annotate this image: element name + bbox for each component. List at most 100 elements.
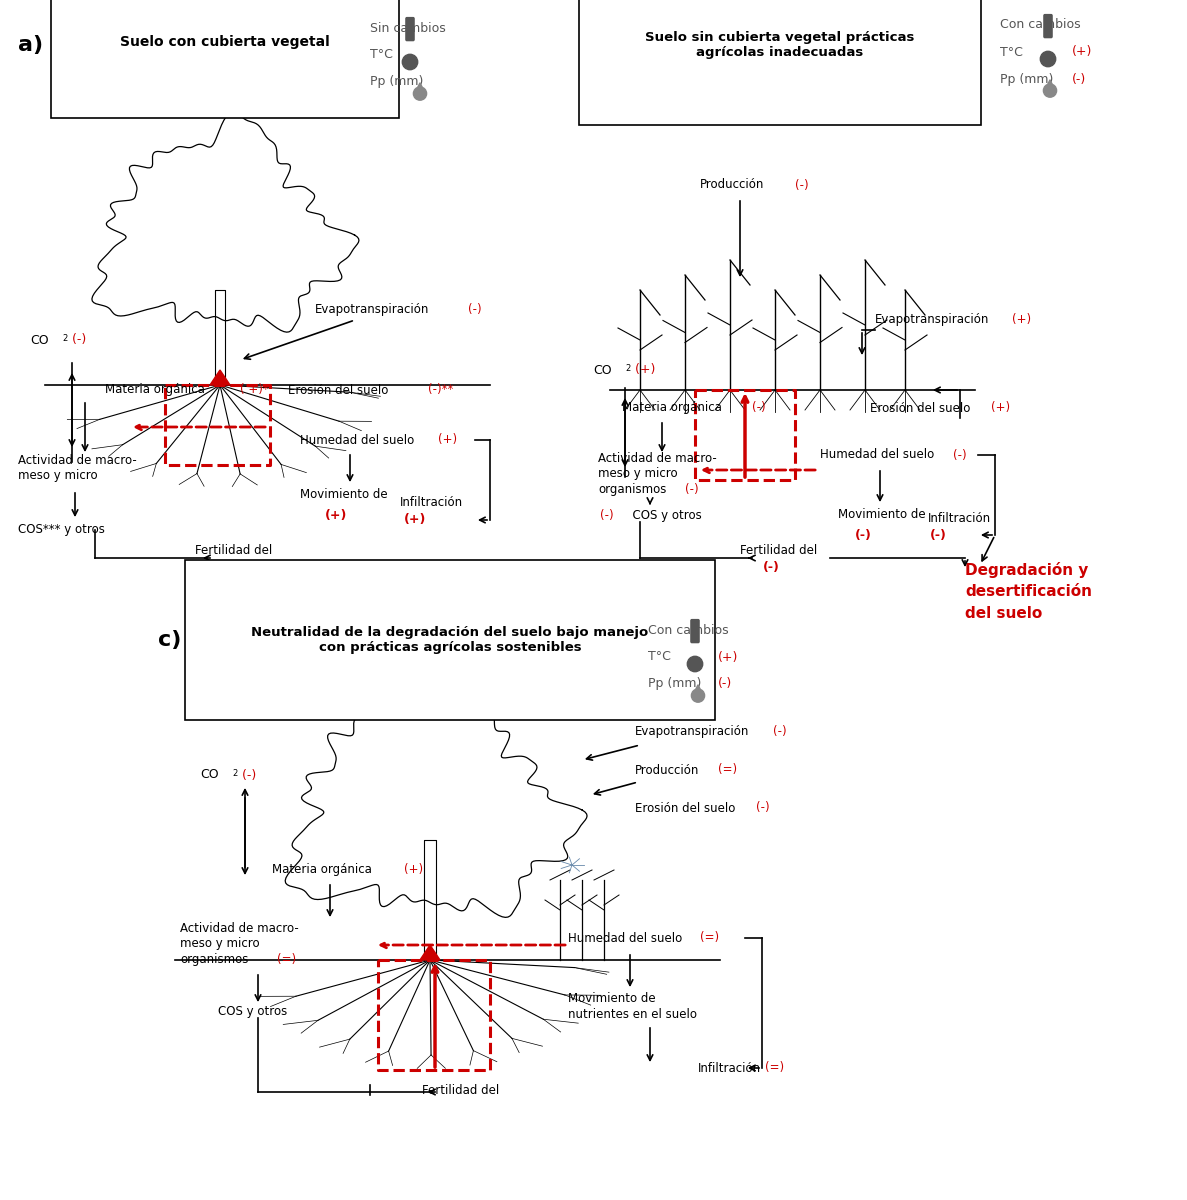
Text: (=): (=) bbox=[764, 1062, 785, 1074]
Text: (+): (+) bbox=[325, 509, 348, 522]
Text: Producción: Producción bbox=[700, 179, 764, 192]
Text: (+): (+) bbox=[404, 864, 423, 876]
Text: 2: 2 bbox=[231, 769, 237, 778]
Text: del suelo: del suelo bbox=[965, 606, 1042, 622]
Text: Movimiento de: Movimiento de bbox=[569, 991, 655, 1004]
Polygon shape bbox=[1045, 79, 1055, 90]
Circle shape bbox=[687, 656, 703, 672]
Text: Neutralidad de la degradación del suelo bajo manejo
con prácticas agrícolas sost: Neutralidad de la degradación del suelo … bbox=[252, 626, 648, 654]
Text: Actividad de macro-: Actividad de macro- bbox=[18, 454, 137, 467]
Text: (-): (-) bbox=[756, 802, 769, 815]
Text: COS y otros: COS y otros bbox=[626, 509, 702, 522]
Text: Infiltración: Infiltración bbox=[400, 496, 463, 509]
Text: (+): (+) bbox=[1072, 46, 1092, 59]
FancyBboxPatch shape bbox=[691, 619, 699, 643]
Text: (-): (-) bbox=[599, 509, 614, 522]
Text: (+): (+) bbox=[404, 514, 426, 527]
Text: Pp (mm): Pp (mm) bbox=[999, 72, 1053, 85]
Text: 2: 2 bbox=[62, 334, 68, 343]
Text: Con cambios: Con cambios bbox=[648, 624, 729, 636]
Text: T°C: T°C bbox=[370, 48, 393, 61]
Text: (+): (+) bbox=[991, 402, 1010, 414]
Text: Humedad del suelo: Humedad del suelo bbox=[569, 931, 683, 944]
Circle shape bbox=[691, 689, 705, 702]
Text: Suelo sin cubierta vegetal prácticas
agrícolas inadecuadas: Suelo sin cubierta vegetal prácticas agr… bbox=[646, 31, 915, 59]
Text: Degradación y: Degradación y bbox=[965, 562, 1088, 578]
Text: COS y otros: COS y otros bbox=[218, 1006, 287, 1019]
Text: (-): (-) bbox=[685, 484, 699, 497]
Text: (-): (-) bbox=[953, 449, 966, 462]
Text: Movimiento de: Movimiento de bbox=[838, 509, 926, 522]
Text: (-)**: (-)** bbox=[429, 384, 453, 396]
Text: (+): (+) bbox=[1013, 313, 1032, 326]
Text: (=): (=) bbox=[277, 954, 296, 966]
Text: (-): (-) bbox=[855, 528, 872, 541]
Text: (-): (-) bbox=[68, 334, 87, 347]
Text: Suelo con cubierta vegetal: Suelo con cubierta vegetal bbox=[120, 35, 330, 49]
Text: Infiltración: Infiltración bbox=[928, 511, 991, 524]
Text: Evapotranspiración: Evapotranspiración bbox=[635, 726, 749, 738]
Text: CO: CO bbox=[30, 334, 49, 347]
Text: (=): (=) bbox=[700, 931, 719, 944]
Text: Humedad del suelo: Humedad del suelo bbox=[300, 433, 414, 446]
Text: (-): (-) bbox=[753, 402, 766, 414]
Polygon shape bbox=[210, 370, 230, 385]
Text: meso y micro: meso y micro bbox=[18, 469, 97, 482]
Circle shape bbox=[402, 54, 418, 70]
Text: T°C: T°C bbox=[648, 650, 671, 664]
Text: Producción: Producción bbox=[635, 763, 699, 776]
Circle shape bbox=[1040, 52, 1055, 67]
Text: (+): (+) bbox=[438, 433, 457, 446]
Text: (-): (-) bbox=[1072, 72, 1086, 85]
Text: Materia orgánica: Materia orgánica bbox=[104, 384, 205, 396]
FancyBboxPatch shape bbox=[406, 18, 414, 41]
Text: Fertilidad del: Fertilidad del bbox=[740, 544, 818, 557]
Text: Fertilidad del: Fertilidad del bbox=[423, 1084, 500, 1097]
Text: (-): (-) bbox=[763, 560, 780, 574]
Text: organismos: organismos bbox=[180, 954, 248, 966]
Text: 2: 2 bbox=[626, 364, 630, 373]
Circle shape bbox=[1043, 84, 1056, 97]
Text: CO: CO bbox=[594, 364, 611, 377]
Text: Materia orgánica: Materia orgánica bbox=[622, 402, 722, 414]
Text: c): c) bbox=[158, 630, 182, 650]
Text: Movimiento de: Movimiento de bbox=[300, 488, 388, 502]
Text: organismos: organismos bbox=[598, 484, 666, 497]
Text: Materia orgánica: Materia orgánica bbox=[272, 864, 372, 876]
Text: a): a) bbox=[18, 35, 43, 55]
Text: Erosión del suelo: Erosión del suelo bbox=[635, 802, 736, 815]
Text: (-): (-) bbox=[795, 179, 808, 192]
Text: desertificación: desertificación bbox=[965, 584, 1092, 600]
Text: Infiltración: Infiltración bbox=[698, 1062, 761, 1074]
Text: Fertilidad del: Fertilidad del bbox=[195, 544, 272, 557]
Text: CO: CO bbox=[199, 768, 218, 781]
Text: Humedad del suelo: Humedad del suelo bbox=[820, 449, 934, 462]
Text: Pp (mm): Pp (mm) bbox=[648, 678, 702, 690]
Text: b): b) bbox=[598, 35, 624, 55]
Text: (+): (+) bbox=[718, 650, 738, 664]
Text: T°C: T°C bbox=[999, 46, 1023, 59]
FancyBboxPatch shape bbox=[1043, 14, 1052, 37]
Text: Sin cambios: Sin cambios bbox=[370, 22, 446, 35]
Text: Evapotranspiración: Evapotranspiración bbox=[315, 304, 430, 317]
Text: Actividad de macro-: Actividad de macro- bbox=[180, 922, 299, 935]
Text: (-): (-) bbox=[718, 678, 732, 690]
Text: (-): (-) bbox=[929, 529, 947, 542]
Text: (+): (+) bbox=[631, 364, 655, 377]
Text: Actividad de macro-: Actividad de macro- bbox=[598, 451, 717, 464]
Polygon shape bbox=[692, 685, 704, 696]
Text: (=): (=) bbox=[718, 763, 737, 776]
Circle shape bbox=[413, 86, 426, 100]
Polygon shape bbox=[414, 83, 425, 94]
Polygon shape bbox=[420, 946, 440, 960]
Text: COS*** y otros: COS*** y otros bbox=[18, 523, 104, 536]
Text: (-): (-) bbox=[239, 768, 256, 781]
Text: (-): (-) bbox=[773, 726, 787, 738]
Text: Erosión del suelo: Erosión del suelo bbox=[288, 384, 388, 396]
Text: Con cambios: Con cambios bbox=[999, 18, 1080, 31]
Text: ( +)*: ( +)* bbox=[240, 384, 268, 396]
Text: Evapotranspiración: Evapotranspiración bbox=[875, 313, 990, 326]
Text: Pp (mm): Pp (mm) bbox=[370, 76, 424, 89]
Text: nutrientes en el suelo: nutrientes en el suelo bbox=[569, 1008, 697, 1020]
Text: Erosión del suelo: Erosión del suelo bbox=[870, 402, 971, 414]
